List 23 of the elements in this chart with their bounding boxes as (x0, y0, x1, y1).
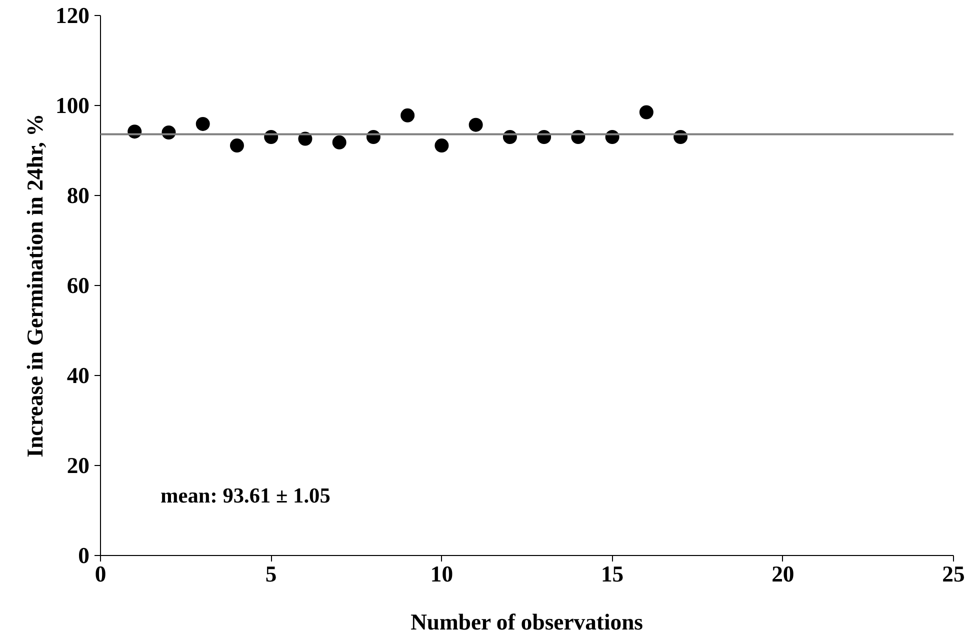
y-tick-label: 40 (66, 363, 90, 388)
point (230, 138, 244, 153)
x-tick-label: 15 (600, 562, 624, 586)
point (468, 118, 483, 132)
point (400, 108, 415, 122)
x-tick-label: 10 (430, 562, 454, 586)
y-tick-label: 80 (66, 183, 90, 208)
x-tick-label: 0 (94, 562, 106, 586)
point (434, 138, 449, 153)
x-axis-title: Number of observations (410, 610, 644, 634)
y-tick-label: 20 (66, 453, 90, 478)
point (196, 116, 210, 131)
y-axis-title: Increase in Germination in 24hr, % (22, 114, 48, 458)
y-tick-label: 0 (78, 543, 90, 568)
x-tick-label: 5 (265, 562, 277, 586)
annotation: mean: 93.61 ± 1.05 (160, 484, 330, 508)
point (332, 135, 346, 150)
y-tick-label: 60 (66, 273, 90, 298)
y-tick-label: 100 (56, 93, 90, 118)
x-tick-label: 20 (772, 562, 794, 586)
y-tick-label: 120 (56, 3, 90, 28)
point (639, 105, 654, 120)
x-tick-label: 25 (942, 562, 965, 586)
